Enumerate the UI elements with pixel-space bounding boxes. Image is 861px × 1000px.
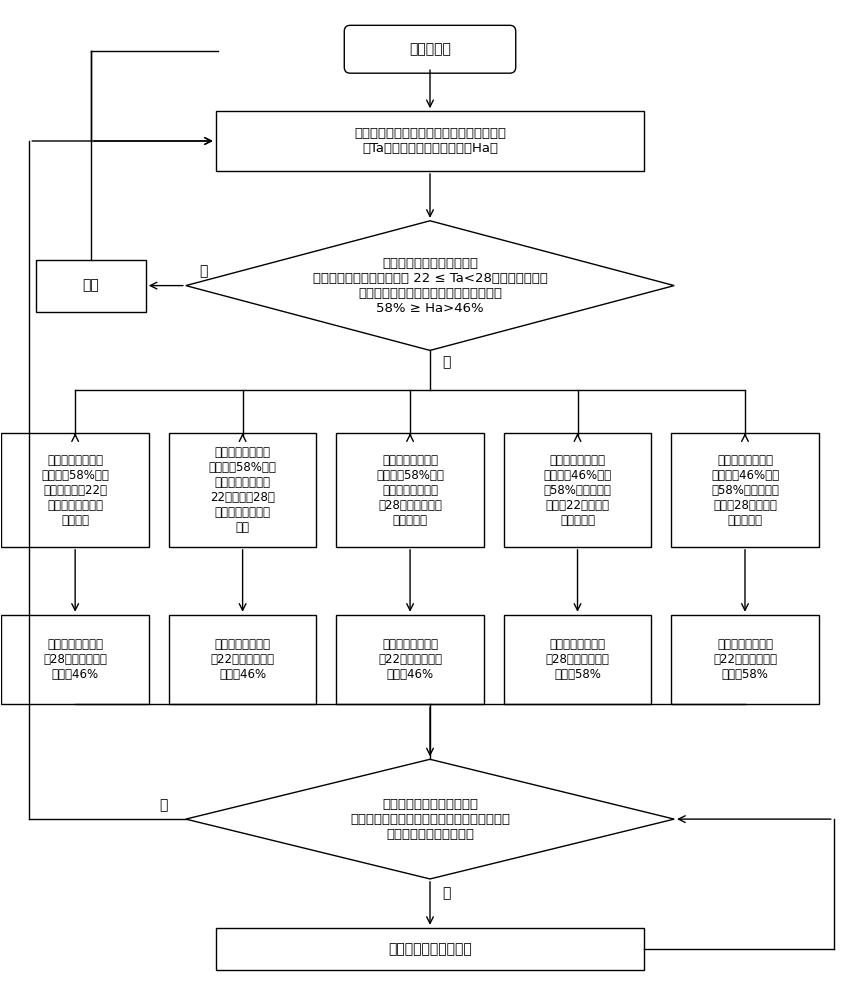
Bar xyxy=(672,433,819,547)
Text: 否: 否 xyxy=(442,886,450,900)
Bar xyxy=(2,433,149,547)
Bar xyxy=(504,433,651,547)
Bar xyxy=(169,433,316,547)
Text: 当室内相对湿度大
于或等于58%，且
室内温度低于22度
时，开启升温除湿
运行模式: 当室内相对湿度大 于或等于58%，且 室内温度低于22度 时，开启升温除湿 运行… xyxy=(41,454,109,527)
Text: 判断调整所述空调器的运行
参数的时间点至当前时间点之间的工作时间长
度是否达到预设时间长度: 判断调整所述空调器的运行 参数的时间点至当前时间点之间的工作时间长 度是否达到预… xyxy=(350,798,510,841)
Text: 当室内相对湿度大
于或等于58%，且
室内温度大于等于
22度且小于28度
时，开启恒温除湿
模式: 当室内相对湿度大 于或等于58%，且 室内温度大于等于 22度且小于28度 时，… xyxy=(208,446,276,534)
Text: 继续运行当前除湿模式: 继续运行当前除湿模式 xyxy=(388,942,472,956)
Bar xyxy=(36,260,146,312)
Bar xyxy=(216,928,644,970)
Polygon shape xyxy=(186,221,674,350)
Text: 判断所述当前室内环境温度
是否达到预设目标温度参数 22 ≤ Ta<28，度，以及当前
室内环境湿度是否达到预设目标湿度参数
58% ≥ Ha>46%: 判断所述当前室内环境温度 是否达到预设目标温度参数 22 ≤ Ta<28，度，以… xyxy=(313,257,548,315)
Bar xyxy=(2,615,149,704)
Text: 否: 否 xyxy=(442,355,450,369)
Bar xyxy=(337,433,484,547)
Text: 是: 是 xyxy=(200,265,208,279)
Text: 目标室内温度不高
于28度，相对湿度
不低于46%: 目标室内温度不高 于28度，相对湿度 不低于46% xyxy=(43,638,107,681)
Polygon shape xyxy=(186,759,674,879)
Text: 目标室内温度不低
于22度，相对湿度
不低于46%: 目标室内温度不低 于22度，相对湿度 不低于46% xyxy=(211,638,275,681)
Bar xyxy=(337,615,484,704)
Text: 接收到除湿指令时，获取当前室内环境温度
（Ta）和当前室内环境湿度（Ha）: 接收到除湿指令时，获取当前室内环境温度 （Ta）和当前室内环境湿度（Ha） xyxy=(354,127,506,155)
Text: 当室内相对湿度大
于或等于58%，且
室内温度大于或等
于28度时，开启降
温除湿模式: 当室内相对湿度大 于或等于58%，且 室内温度大于或等 于28度时，开启降 温除… xyxy=(376,454,444,527)
Text: 当室内相对湿度大
于或等于46%且小
于58%，且室内温
度大于28度时，开
启降温模式: 当室内相对湿度大 于或等于46%且小 于58%，且室内温 度大于28度时，开 启… xyxy=(711,454,779,527)
Text: 是: 是 xyxy=(159,798,168,812)
Text: 当室内相对湿度大
于或等于46%且小
于58%，且室内温
度小于22度时，开
启升温模式: 当室内相对湿度大 于或等于46%且小 于58%，且室内温 度小于22度时，开 启… xyxy=(543,454,611,527)
Bar xyxy=(504,615,651,704)
Text: 目标室内温度不低
于22度，相对湿度
不高于58%: 目标室内温度不低 于22度，相对湿度 不高于58% xyxy=(713,638,777,681)
Bar xyxy=(672,615,819,704)
Bar xyxy=(169,615,316,704)
Text: 目标室内温度不高
于28度，相对湿度
不高于58%: 目标室内温度不高 于28度，相对湿度 不高于58% xyxy=(546,638,610,681)
FancyBboxPatch shape xyxy=(344,25,516,73)
Text: 待机: 待机 xyxy=(83,279,100,293)
Bar xyxy=(216,111,644,171)
Text: 初始化参数: 初始化参数 xyxy=(409,42,451,56)
Text: 目标室内温度不低
于22度，相对湿度
不低于46%: 目标室内温度不低 于22度，相对湿度 不低于46% xyxy=(378,638,442,681)
